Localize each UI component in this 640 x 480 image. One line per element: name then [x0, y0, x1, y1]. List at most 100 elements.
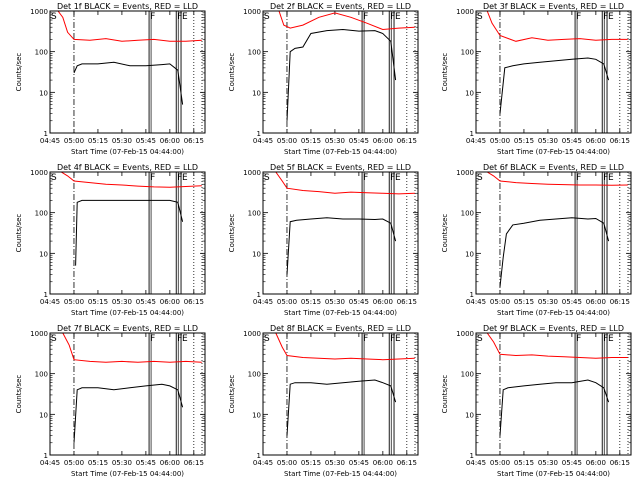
x-tick-label: 06:15 — [610, 298, 630, 306]
x-tick-label: 06:00 — [160, 137, 180, 145]
y-tick-label: 10 — [465, 89, 474, 97]
x-tick-label: 06:00 — [586, 459, 606, 467]
x-tick-label: 06:00 — [373, 298, 393, 306]
panel-title: Det 8f BLACK = Events, RED = LLD — [270, 324, 411, 333]
x-tick-label: 06:15 — [397, 298, 417, 306]
y-axis-label: Counts/sec — [441, 375, 449, 414]
x-tick-label: 06:00 — [160, 298, 180, 306]
y-tick-label: 1000 — [30, 330, 48, 338]
x-axis-label: Start Time (07-Feb-15 04:44:00) — [284, 309, 397, 317]
y-axis-label: Counts/sec — [228, 214, 236, 253]
panel-title: Det 5f BLACK = Events, RED = LLD — [270, 163, 411, 172]
x-tick-label: 05:15 — [301, 459, 321, 467]
x-tick-label: 05:45 — [349, 298, 369, 306]
series-black-line — [499, 217, 610, 287]
series-black-line — [73, 61, 184, 105]
event-marker: F — [603, 334, 608, 344]
y-tick-label: 1 — [470, 130, 474, 138]
event-marker: S — [477, 12, 483, 22]
panel-title: Det 6f BLACK = Events, RED = LLD — [483, 163, 624, 172]
x-tick-label: 05:30 — [112, 137, 132, 145]
x-tick-label: 05:30 — [325, 298, 345, 306]
panel-title: Det 4f BLACK = Events, RED = LLD — [57, 163, 198, 172]
x-tick-label: 04:45 — [253, 298, 273, 306]
y-tick-label: 10 — [252, 89, 261, 97]
x-tick-label: 05:30 — [538, 459, 558, 467]
panel-9: Det 9f BLACK = Events, RED = LLD Counts/s… — [441, 324, 632, 478]
x-tick-label: 05:30 — [325, 137, 345, 145]
x-axis-label: Start Time (07-Feb-15 04:44:00) — [71, 470, 184, 478]
plot-frame — [262, 171, 419, 295]
series-red-line — [264, 11, 415, 31]
y-tick-label: 1 — [257, 130, 261, 138]
series-black-line — [286, 379, 397, 436]
event-marker: F — [390, 173, 395, 183]
event-marker: E — [608, 334, 614, 344]
event-marker: F — [150, 334, 155, 344]
x-tick-label: 05:30 — [325, 459, 345, 467]
panel-title: Det 1f BLACK = Events, RED = LLD — [57, 2, 198, 11]
series-black-line — [499, 379, 610, 436]
event-marker: F — [363, 12, 368, 22]
plot-frame — [262, 332, 419, 456]
series-black-line — [286, 28, 397, 121]
y-axis-label: Counts/sec — [441, 53, 449, 92]
event-marker: E — [395, 334, 401, 344]
event-marker: E — [395, 173, 401, 183]
series-black-line — [499, 57, 610, 114]
event-marker: S — [477, 173, 483, 183]
y-tick-label: 1000 — [243, 169, 261, 177]
panel-5: Det 5f BLACK = Events, RED = LLD Counts/s… — [228, 163, 419, 317]
event-marker: E — [608, 12, 614, 22]
event-marker: F — [177, 334, 182, 344]
x-axis-label: Start Time (07-Feb-15 04:44:00) — [497, 309, 610, 317]
x-tick-label: 06:00 — [373, 137, 393, 145]
x-tick-label: 06:00 — [373, 459, 393, 467]
x-tick-label: 04:45 — [253, 137, 273, 145]
x-tick-label: 05:00 — [490, 298, 510, 306]
y-tick-label: 10 — [465, 411, 474, 419]
y-tick-label: 1000 — [243, 330, 261, 338]
y-tick-label: 1 — [257, 452, 261, 460]
x-tick-label: 04:45 — [466, 298, 486, 306]
x-tick-label: 04:45 — [40, 137, 60, 145]
series-red-line — [477, 172, 628, 186]
series-red-line — [477, 11, 628, 42]
x-tick-label: 05:15 — [301, 298, 321, 306]
x-tick-label: 04:45 — [253, 459, 273, 467]
panel-3: Det 3f BLACK = Events, RED = LLD Counts/s… — [441, 2, 632, 156]
y-tick-label: 100 — [461, 210, 474, 218]
x-tick-label: 05:00 — [490, 137, 510, 145]
y-tick-label: 100 — [248, 371, 261, 379]
x-tick-label: 05:30 — [538, 298, 558, 306]
x-tick-label: 05:45 — [136, 137, 156, 145]
x-axis-label: Start Time (07-Feb-15 04:44:00) — [284, 470, 397, 478]
plot-frame — [475, 10, 632, 134]
y-tick-label: 1 — [470, 452, 474, 460]
series-red-line — [51, 172, 202, 188]
x-tick-label: 04:45 — [40, 459, 60, 467]
x-tick-label: 05:45 — [562, 137, 582, 145]
y-tick-label: 1 — [44, 291, 48, 299]
event-marker: E — [608, 173, 614, 183]
x-tick-label: 06:15 — [397, 137, 417, 145]
event-marker: S — [264, 173, 270, 183]
x-tick-label: 05:15 — [301, 137, 321, 145]
event-marker: S — [51, 173, 57, 183]
plot-frame — [475, 171, 632, 295]
series-red-line — [477, 333, 628, 359]
y-tick-label: 100 — [248, 210, 261, 218]
y-tick-label: 100 — [35, 210, 48, 218]
series-black-line — [75, 199, 184, 266]
series-red-line — [264, 333, 415, 361]
event-marker: F — [363, 173, 368, 183]
event-marker: F — [603, 173, 608, 183]
x-tick-label: 05:30 — [112, 298, 132, 306]
x-tick-label: 05:15 — [514, 459, 534, 467]
y-axis-label: Counts/sec — [228, 53, 236, 92]
y-tick-label: 1000 — [456, 8, 474, 16]
y-tick-label: 10 — [39, 411, 48, 419]
x-tick-label: 05:00 — [64, 298, 84, 306]
panel-title: Det 3f BLACK = Events, RED = LLD — [483, 2, 624, 11]
x-tick-label: 04:45 — [40, 298, 60, 306]
